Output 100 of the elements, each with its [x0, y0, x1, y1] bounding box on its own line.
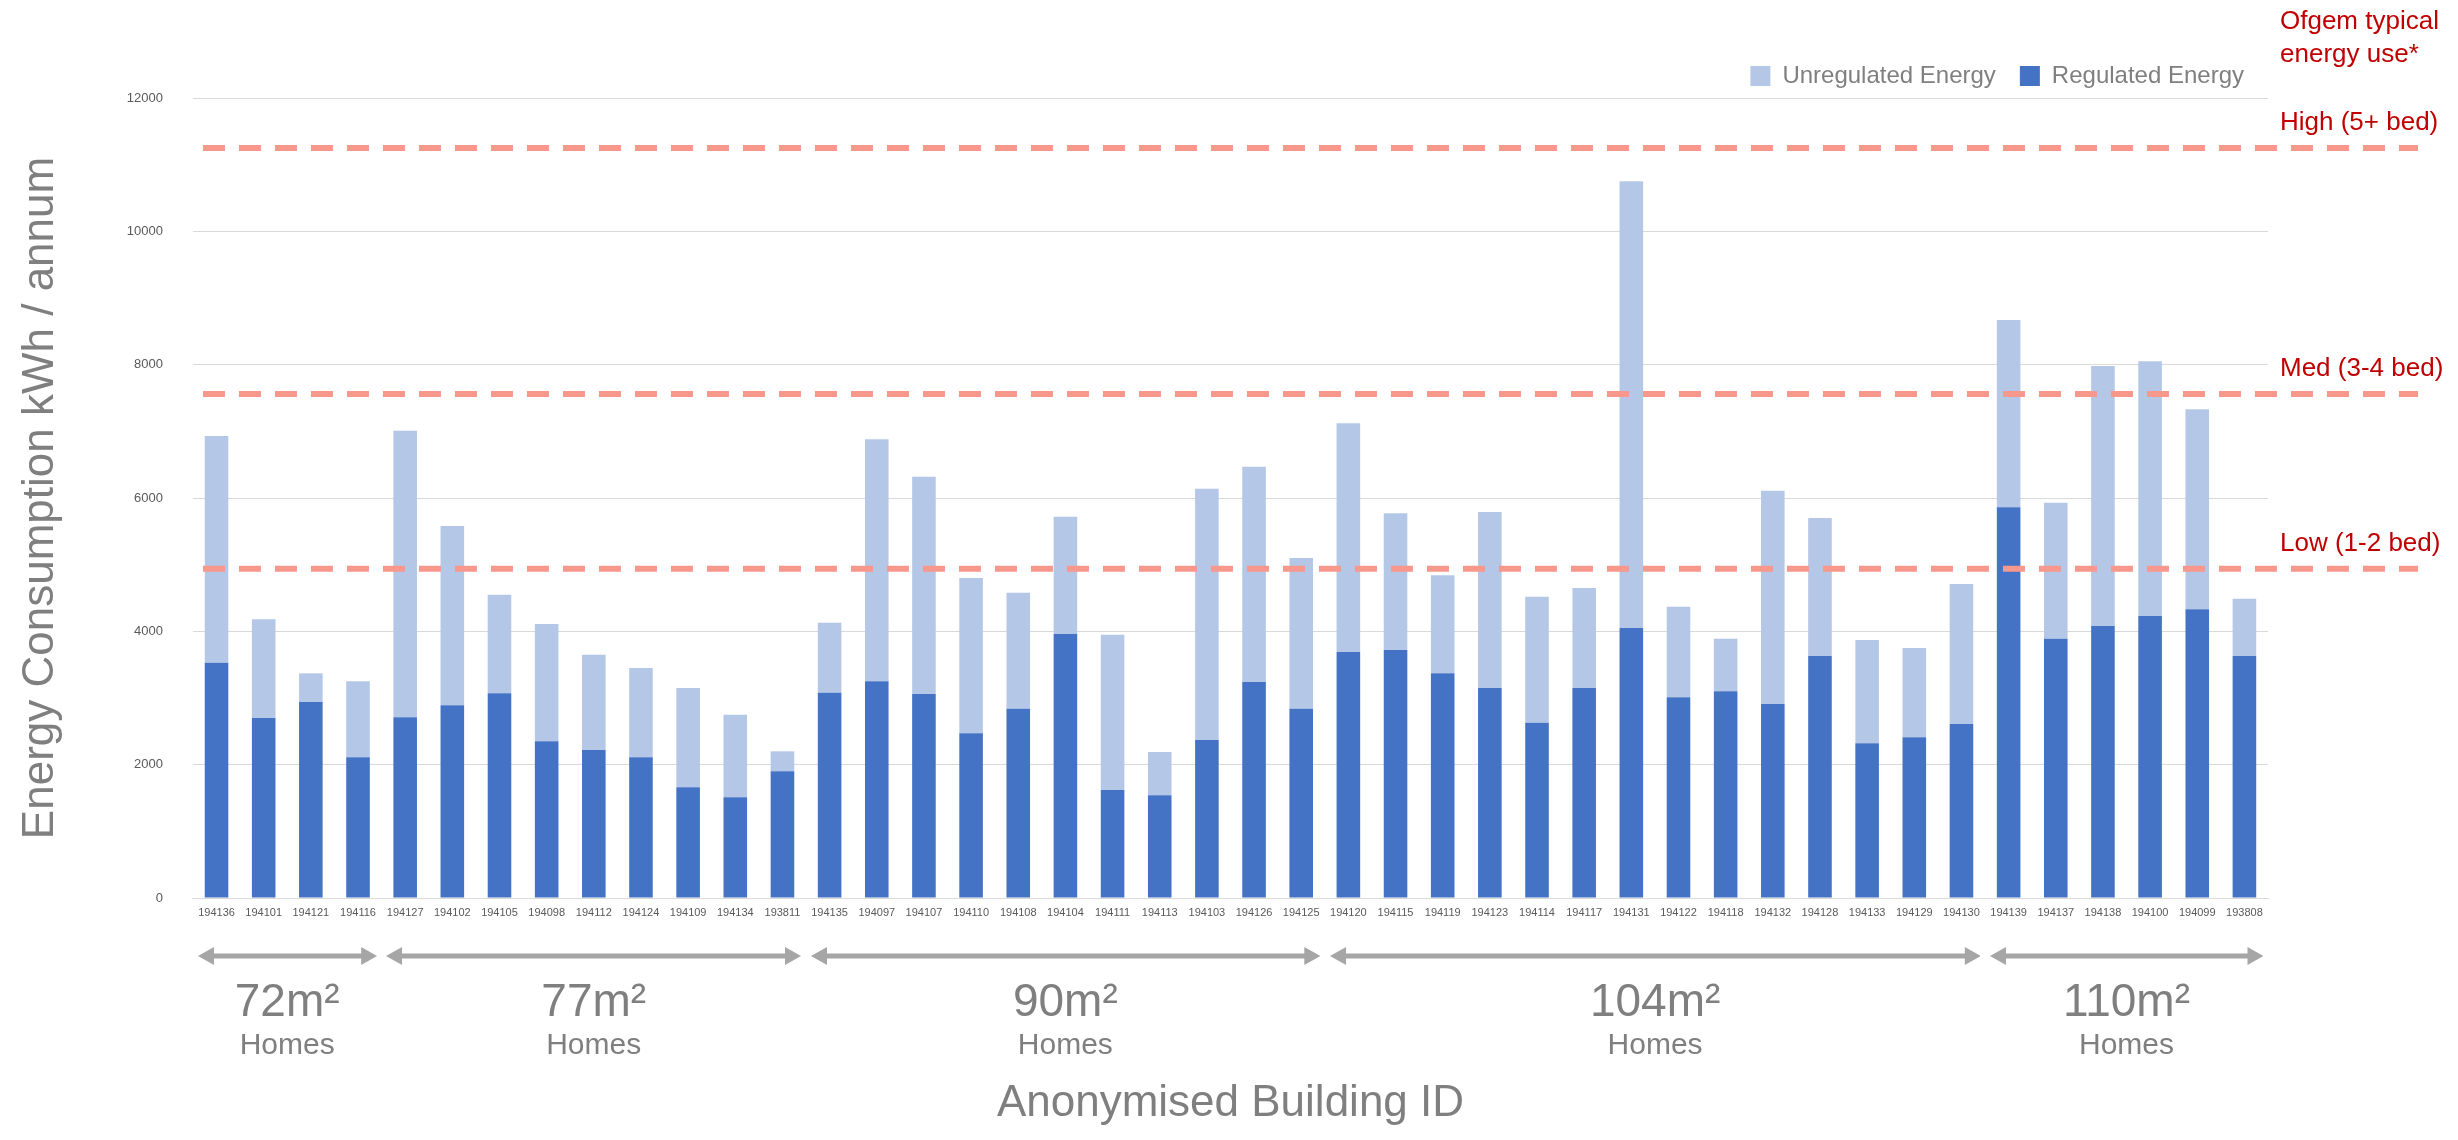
- bar: [1713, 691, 1738, 898]
- text: Ofgem typical energy use*: [2280, 4, 2439, 69]
- x-tick-label: 194126: [1235, 905, 1273, 918]
- bar: [1572, 588, 1596, 688]
- x-tick-label: 194119: [1424, 905, 1461, 918]
- x-tick-label: 194125: [1282, 905, 1320, 918]
- x-tick-label: 194101: [245, 905, 283, 918]
- ref-line-label: Med (3-4 bed): [2280, 352, 2444, 383]
- y-tick-label: 6000: [134, 489, 163, 505]
- bar: [1336, 423, 1361, 652]
- bar: [1761, 490, 1785, 704]
- bar: [582, 654, 606, 750]
- text: 104m² Homes: [1589, 974, 1721, 1062]
- text: 90m² Homes: [1012, 974, 1118, 1062]
- bar: [393, 717, 417, 898]
- x-tick-label: 194103: [1188, 905, 1226, 918]
- bar: [770, 771, 795, 898]
- bar: [487, 594, 512, 694]
- bar: [1713, 638, 1738, 692]
- bar: [1902, 737, 1927, 898]
- x-tick-label: 194108: [999, 905, 1037, 918]
- bar: [2043, 638, 2068, 898]
- x-tick-label: 194100: [2131, 905, 2169, 918]
- bar: [1808, 518, 1832, 656]
- bar: [1430, 575, 1455, 674]
- bar: [1006, 708, 1031, 898]
- y-tick-label: 8000: [134, 356, 163, 372]
- bar: [1242, 682, 1266, 898]
- text: 77m² Homes: [541, 974, 647, 1062]
- text: 72m² Homes: [234, 974, 340, 1062]
- bar: [1949, 724, 1974, 898]
- y-tick-label: 0: [155, 889, 163, 905]
- x-tick-label: 194124: [622, 905, 660, 918]
- x-tick-label: 194111: [1095, 905, 1131, 918]
- x-tick-label: 194109: [669, 905, 707, 918]
- bar: [959, 578, 983, 734]
- ref-line-label: Low (1-2 bed): [2280, 526, 2441, 558]
- bar: [817, 622, 842, 693]
- x-tick-label: 194131: [1612, 905, 1650, 918]
- bar: [1242, 466, 1266, 682]
- x-tick-label: 194102: [433, 905, 471, 918]
- x-tick-label: 194135: [811, 905, 848, 918]
- bar: [1478, 512, 1502, 688]
- x-tick-label: 194116: [340, 905, 376, 918]
- bar: [912, 694, 936, 898]
- x-tick-label: 194121: [292, 905, 330, 918]
- bar: [1525, 596, 1549, 723]
- bar: [676, 688, 700, 788]
- bar: [1902, 648, 1927, 738]
- bar: [1996, 320, 2021, 508]
- y-tick-label: 12000: [126, 89, 163, 105]
- bar: [1808, 656, 1832, 898]
- bar: [1383, 650, 1408, 898]
- x-tick-label: 194098: [528, 905, 566, 918]
- bar: [1666, 606, 1691, 698]
- x-tick-label: 194112: [575, 905, 612, 918]
- bar: [1289, 708, 1314, 898]
- bar: [582, 750, 606, 898]
- bar: [1855, 743, 1879, 898]
- bar: [1666, 697, 1691, 898]
- x-tick-label: 194139: [1990, 905, 2027, 918]
- x-tick-label: 194097: [858, 905, 896, 918]
- x-tick-label: 194118: [1707, 905, 1744, 918]
- x-tick-label: 194128: [1801, 905, 1839, 918]
- bar: [817, 692, 842, 898]
- bar: [1855, 640, 1879, 744]
- x-tick-label: 194134: [716, 905, 754, 918]
- bar: [1525, 722, 1549, 898]
- bar: [723, 714, 748, 798]
- bar: [2232, 656, 2257, 898]
- bar: [1619, 181, 1644, 628]
- bar: [1053, 634, 1078, 898]
- bar: [1619, 628, 1644, 898]
- y-axis-title: Energy Consumption kWh / annum: [12, 156, 62, 840]
- bar: [2185, 409, 2210, 610]
- x-tick-label: 194114: [1519, 905, 1555, 918]
- bar: [1996, 507, 2021, 898]
- bar: [1383, 513, 1408, 650]
- bar: [629, 668, 653, 758]
- x-tick-label: 194132: [1754, 905, 1792, 918]
- x-tick-label: 194115: [1377, 905, 1414, 918]
- bar: [1053, 516, 1078, 634]
- legend-label: Regulated Energy: [2051, 60, 2245, 88]
- x-tick-label: 194127: [386, 905, 424, 918]
- bar: [2138, 361, 2162, 616]
- bar: [346, 681, 370, 758]
- x-tick-label: 194104: [1047, 905, 1084, 918]
- bar: [299, 673, 323, 702]
- x-tick-label: 194105: [481, 905, 518, 918]
- bar: [723, 797, 748, 898]
- x-tick-label: 194120: [1330, 905, 1367, 918]
- bar: [770, 751, 795, 772]
- bar: [393, 430, 417, 718]
- x-tick-label: 194136: [198, 905, 235, 918]
- bar: [534, 624, 559, 742]
- bar: [534, 741, 559, 898]
- bar: [2138, 616, 2162, 898]
- bar: [251, 619, 276, 718]
- x-tick-label: 193811: [764, 905, 801, 918]
- x-tick-label: 194129: [1895, 905, 1933, 918]
